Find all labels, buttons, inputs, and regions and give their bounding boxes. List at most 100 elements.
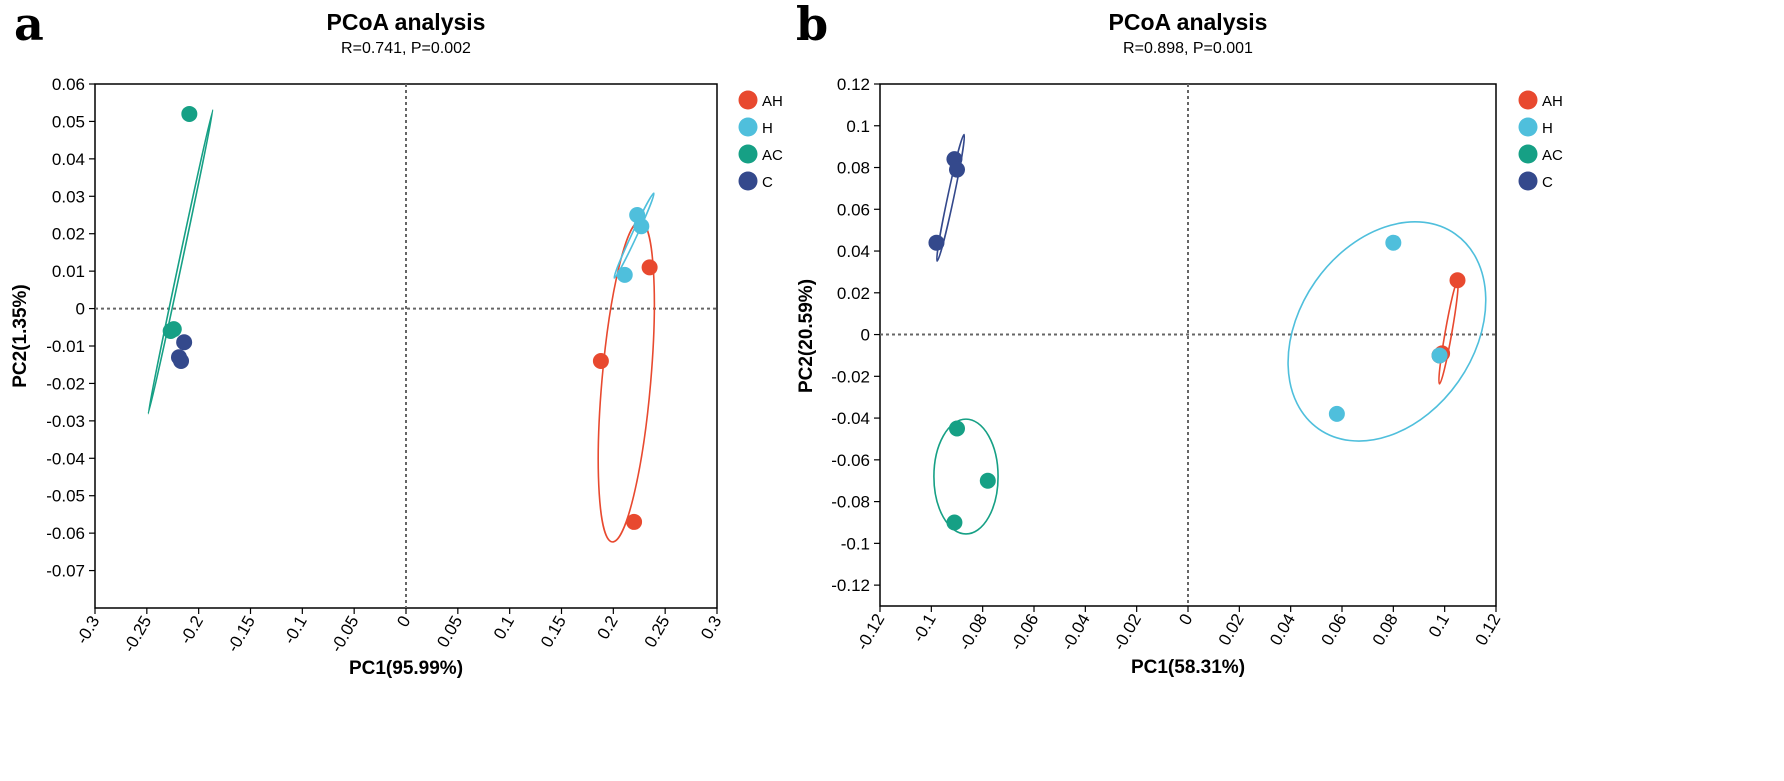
y-tick-label: -0.07	[46, 562, 85, 581]
data-point-ah	[592, 352, 609, 369]
legend-label-ac: AC	[762, 147, 783, 164]
x-axis-label-a: PC1(95.99%)	[349, 658, 463, 679]
legend-label-c: C	[1542, 174, 1553, 191]
y-axis-label-a: PC2(1.35%)	[10, 284, 31, 388]
y-tick-label: 0	[76, 300, 85, 319]
confidence-ellipse-c	[935, 133, 966, 262]
x-tick-label: 0.05	[433, 613, 466, 651]
confidence-ellipse-h	[1287, 221, 1487, 442]
data-point-ah	[641, 259, 658, 276]
y-axis-label-b: PC2(20.59%)	[796, 279, 817, 393]
x-tick-label: -0.25	[119, 613, 155, 656]
legend-marker-c	[738, 171, 758, 191]
x-tick-label: 0.08	[1369, 611, 1402, 649]
legend-marker-h	[738, 117, 758, 137]
y-tick-label: -0.1	[841, 534, 870, 553]
data-point-ac	[165, 321, 182, 338]
data-point-c	[173, 352, 190, 369]
legend-marker-h	[1518, 117, 1538, 137]
legend-marker-ah	[738, 90, 758, 110]
data-point-h	[1328, 405, 1345, 422]
y-ticks-a: -0.07 -0.06 -0.05 -0.04 -0.03 -0.02 -0.01 0 0.01…	[46, 75, 95, 581]
data-point-ac	[946, 514, 963, 531]
confidence-ellipse-ac	[933, 418, 999, 535]
x-tick-label: 0	[1175, 611, 1196, 629]
y-tick-label: 0.08	[837, 159, 870, 178]
legend-label-ac: AC	[1542, 147, 1563, 164]
chart-title-b: PCoA analysis	[1109, 9, 1268, 35]
x-ticks-b: -0.12 -0.1 -0.08 -0.06 -0.04 -0.02 0 0.02 0.04 0.…	[853, 606, 1504, 654]
data-point-ah	[626, 513, 643, 530]
legend-label-c: C	[762, 174, 773, 191]
y-tick-label: -0.12	[831, 576, 870, 595]
x-tick-label: 0.25	[641, 613, 674, 651]
legend-label-h: H	[1542, 120, 1553, 137]
legend-marker-ah	[1518, 90, 1538, 110]
y-tick-label: 0.06	[52, 75, 85, 94]
data-point-ac	[949, 420, 965, 437]
x-tick-label: 0.12	[1471, 611, 1504, 649]
y-tick-label: 0.01	[52, 262, 85, 281]
legend-marker-ac	[1518, 144, 1538, 164]
x-tick-label: 0.04	[1266, 611, 1299, 649]
y-tick-label: 0.1	[846, 117, 870, 136]
x-tick-label: -0.1	[280, 613, 311, 648]
legend-label-h: H	[762, 120, 773, 137]
chart-title-a: PCoA analysis	[327, 9, 486, 35]
panel-a: a PCoA analysis R=0.741, P=0.002 -0.3 -0.…	[10, 0, 783, 679]
y-tick-label: -0.04	[46, 449, 85, 468]
data-point-ah	[1449, 272, 1466, 289]
confidence-ellipse-h	[613, 192, 655, 279]
x-tick-label: -0.04	[1058, 611, 1094, 654]
data-point-h	[1431, 347, 1448, 364]
legend-marker-c	[1518, 171, 1538, 191]
panel-letter-b: b	[796, 0, 828, 51]
y-tick-label: 0	[861, 326, 870, 345]
x-tick-label: -0.1	[909, 611, 940, 646]
data-point-c	[949, 161, 965, 178]
x-tick-label: -0.05	[327, 613, 363, 656]
x-axis-label-b: PC1(58.31%)	[1131, 657, 1245, 678]
x-tick-label: -0.12	[853, 611, 889, 654]
x-tick-label: 0.02	[1215, 611, 1248, 649]
y-tick-label: 0.02	[52, 225, 85, 244]
y-tick-label: 0.02	[837, 284, 870, 303]
x-tick-label: 0.1	[490, 613, 518, 643]
legend-label-ah: AH	[1542, 93, 1563, 110]
reference-lines-b	[880, 84, 1496, 606]
legend-marker-ac	[738, 144, 758, 164]
reference-lines-a	[95, 84, 717, 608]
x-tick-label: 0	[393, 613, 414, 631]
panel-letter-a: a	[14, 0, 44, 51]
y-tick-label: 0.05	[52, 112, 85, 131]
y-tick-label: -0.05	[46, 487, 85, 506]
chart-subtitle-b: R=0.898, P=0.001	[1123, 40, 1253, 57]
y-tick-label: -0.02	[831, 367, 870, 386]
y-tick-label: -0.03	[46, 412, 85, 431]
data-point-ac	[979, 472, 996, 489]
y-tick-label: 0.03	[52, 187, 85, 206]
x-tick-label: -0.08	[955, 611, 991, 654]
y-tick-label: 0.12	[837, 75, 870, 94]
y-tick-label: 0.06	[837, 200, 870, 219]
y-tick-label: -0.02	[46, 374, 85, 393]
confidence-ellipse-ac	[147, 109, 214, 415]
x-tick-label: 0.15	[537, 613, 570, 651]
y-tick-label: -0.01	[46, 337, 85, 356]
y-ticks-b: -0.12 -0.1 -0.08 -0.06 -0.04 -0.02 0 0.02 0.04 0.…	[831, 75, 880, 595]
legend-label-ah: AH	[762, 93, 783, 110]
data-point-h	[633, 218, 650, 235]
data-point-h	[616, 266, 633, 283]
x-tick-label: -0.3	[72, 613, 103, 648]
x-tick-label: 0.2	[594, 613, 622, 643]
x-tick-label: 0.3	[697, 613, 725, 643]
y-tick-label: -0.08	[831, 493, 870, 512]
y-tick-label: -0.06	[831, 451, 870, 470]
data-point-h	[1385, 234, 1402, 251]
x-ticks-a: -0.3 -0.25 -0.2 -0.15 -0.1 -0.05 0 0.05 0.1 0.15 0…	[72, 608, 725, 656]
data-point-c	[928, 234, 945, 251]
panel-b: b PCoA analysis R=0.898, P=0.001 -0.12 -0…	[796, 0, 1563, 678]
x-tick-label: -0.15	[223, 613, 259, 656]
x-tick-label: 0.06	[1317, 611, 1350, 649]
